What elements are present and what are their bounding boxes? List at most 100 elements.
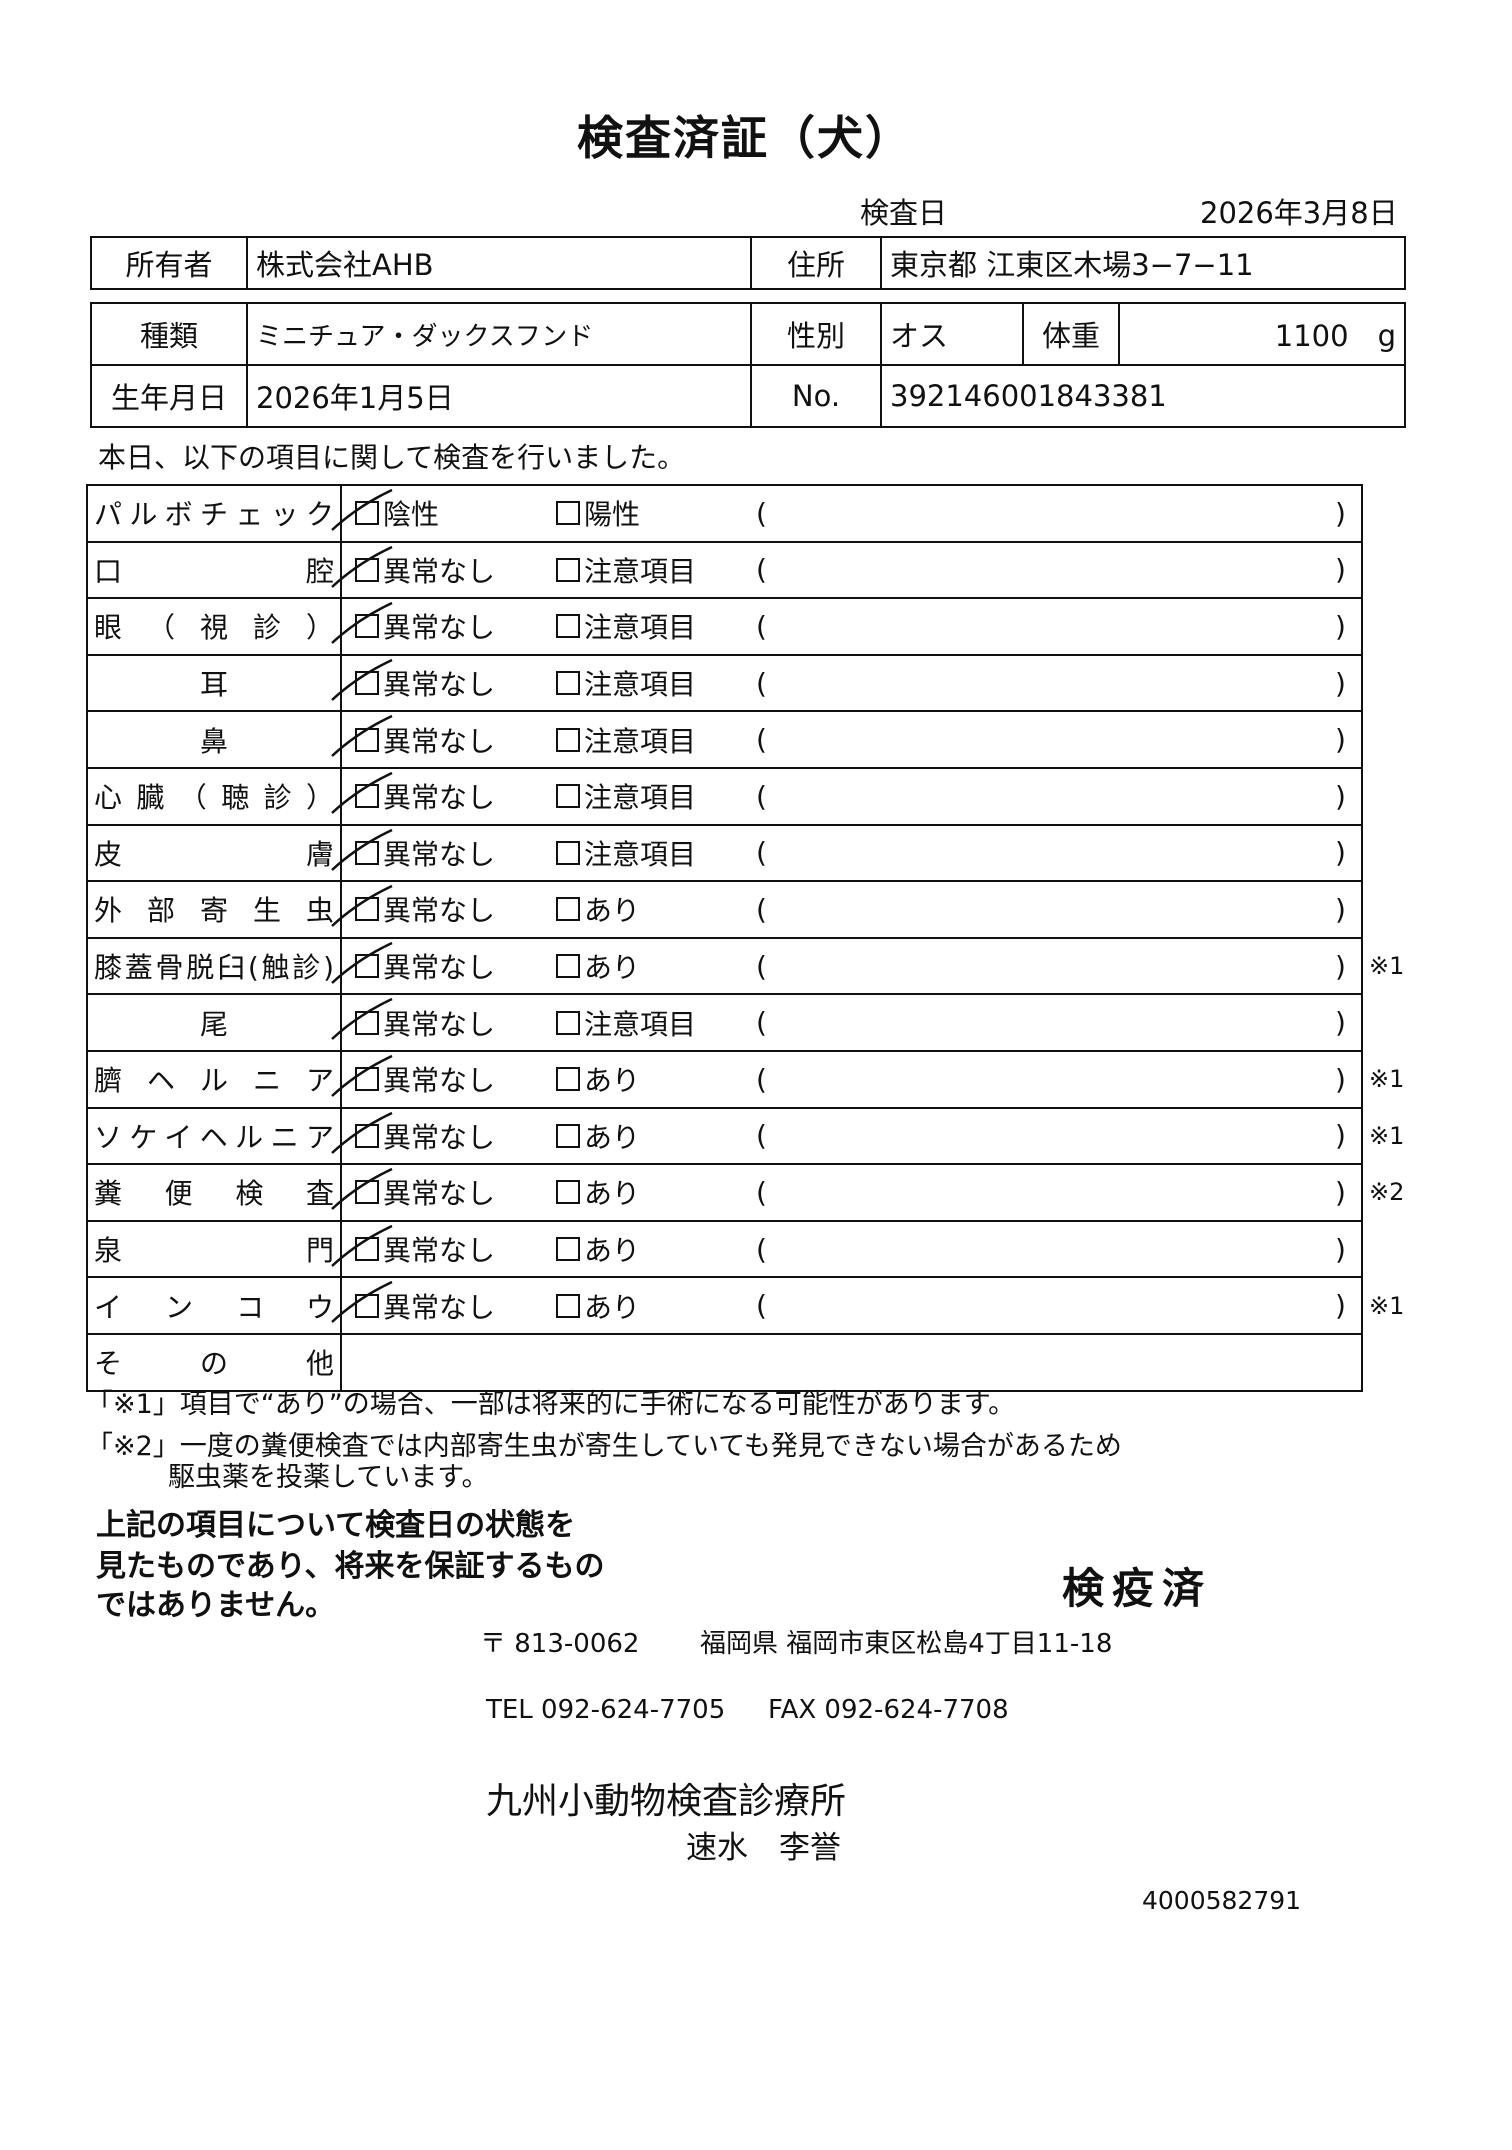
statement-line-3: ではありません。 bbox=[96, 1588, 336, 1623]
checklist-row: 糞便検査 異常なし あり ( ) ※2 bbox=[88, 1165, 1404, 1222]
option-abnormal[interactable]: あり bbox=[556, 1286, 640, 1326]
paren-open: ( bbox=[756, 1289, 767, 1323]
checklist-table: パルボチェック 陰性 陽性 ( ) 口腔 異常なし 注意項目 ( ) 眼（視診）… bbox=[86, 484, 1404, 1392]
option-normal-label: 異常なし bbox=[383, 894, 496, 928]
option-normal-label: 異常なし bbox=[383, 1120, 496, 1154]
checklist-row: 外部寄生虫 異常なし あり ( ) bbox=[88, 882, 1361, 939]
option-abnormal-label: 注意項目 bbox=[584, 611, 697, 645]
item-label-text: 膝蓋骨脱臼(触診) bbox=[94, 951, 334, 985]
checklist-row: 皮膚 異常なし 注意項目 ( ) bbox=[88, 825, 1361, 883]
item-label-text: ソケイヘルニア bbox=[94, 1120, 334, 1154]
option-normal[interactable]: 異常なし bbox=[355, 1229, 495, 1269]
option-abnormal[interactable]: あり bbox=[556, 889, 640, 929]
item-label-text: 心臓（聴診） bbox=[94, 781, 334, 815]
item-label: 糞便検査 bbox=[88, 1165, 342, 1220]
checkbox[interactable] bbox=[556, 614, 580, 639]
check-slash-icon bbox=[331, 602, 393, 645]
option-abnormal[interactable]: あり bbox=[556, 1059, 640, 1099]
check-slash-icon bbox=[331, 1281, 393, 1324]
item-label: 口腔 bbox=[88, 542, 342, 598]
option-abnormal[interactable]: 注意項目 bbox=[556, 833, 696, 873]
checkbox[interactable] bbox=[556, 1010, 580, 1035]
owner-value: 株式会社AHB bbox=[246, 236, 752, 290]
checklist-row-other: その他 bbox=[88, 1334, 1361, 1390]
paren-open: ( bbox=[756, 1232, 767, 1266]
no-value: 392146001843381 bbox=[880, 364, 1406, 428]
weight-label: 体重 bbox=[1022, 302, 1120, 366]
item-label: 耳 bbox=[88, 655, 342, 711]
check-slash-icon bbox=[331, 545, 393, 588]
option-normal[interactable]: 異常なし bbox=[355, 1059, 495, 1099]
checkbox[interactable] bbox=[556, 954, 580, 979]
item-label-text: 鼻 bbox=[199, 724, 228, 758]
option-abnormal[interactable]: 注意項目 bbox=[556, 720, 696, 760]
option-normal-label: 異常なし bbox=[383, 837, 496, 871]
paren-open: ( bbox=[756, 723, 767, 757]
item-label-text: 皮膚 bbox=[94, 837, 334, 871]
option-abnormal[interactable]: 注意項目 bbox=[556, 776, 696, 816]
option-abnormal-label: あり bbox=[584, 1120, 641, 1154]
checkbox[interactable] bbox=[556, 1123, 580, 1148]
checkbox[interactable] bbox=[556, 897, 580, 922]
checkbox[interactable] bbox=[556, 1180, 580, 1205]
checkbox[interactable] bbox=[556, 1067, 580, 1092]
check-slash-icon bbox=[331, 658, 393, 701]
checkbox[interactable] bbox=[556, 671, 580, 696]
paren-close: ) bbox=[1335, 1006, 1346, 1040]
option-normal-label: 異常なし bbox=[383, 611, 496, 645]
option-abnormal[interactable]: あり bbox=[556, 1172, 640, 1212]
exam-date: 2026年3月8日 bbox=[1200, 196, 1398, 230]
checkbox[interactable] bbox=[556, 727, 580, 752]
item-label: 鼻 bbox=[88, 712, 342, 767]
option-abnormal-label: あり bbox=[584, 951, 641, 985]
option-abnormal[interactable]: 注意項目 bbox=[556, 1003, 696, 1043]
clinic-postal: 〒 813-0062 bbox=[480, 1629, 640, 1659]
checklist-row: 口腔 異常なし 注意項目 ( ) bbox=[88, 542, 1361, 600]
option-abnormal-label: あり bbox=[584, 894, 641, 928]
checkbox[interactable] bbox=[556, 840, 580, 865]
paren-close: ) bbox=[1335, 836, 1346, 870]
intro-text: 本日、以下の項目に関して検査を行いました。 bbox=[98, 441, 686, 474]
paren-close: ) bbox=[1335, 1119, 1346, 1153]
option-abnormal[interactable]: 注意項目 bbox=[556, 550, 696, 590]
item-label: 臍ヘルニア bbox=[88, 1051, 342, 1107]
check-slash-icon bbox=[331, 828, 393, 871]
option-abnormal[interactable]: あり bbox=[556, 1116, 640, 1156]
note-2: 「※2」一度の糞便検査では内部寄生虫が寄生していても発見できない場合があるため bbox=[86, 1431, 1122, 1462]
paren-open: ( bbox=[756, 836, 767, 870]
item-label: 皮膚 bbox=[88, 825, 342, 881]
check-slash-icon bbox=[331, 1111, 393, 1154]
option-abnormal[interactable]: 陽性 bbox=[556, 493, 640, 533]
option-normal[interactable]: 異常なし bbox=[355, 946, 495, 986]
option-abnormal[interactable]: あり bbox=[556, 1229, 640, 1269]
inspected-stamp: 検疫済 bbox=[1062, 1564, 1213, 1613]
breed-label: 種類 bbox=[90, 302, 248, 366]
checkbox[interactable] bbox=[556, 501, 580, 526]
option-normal[interactable]: 異常なし bbox=[355, 663, 495, 703]
paren-close: ) bbox=[1335, 666, 1346, 700]
checkbox[interactable] bbox=[556, 1237, 580, 1262]
checkbox[interactable] bbox=[556, 1293, 580, 1318]
check-slash-icon bbox=[331, 771, 393, 814]
option-abnormal[interactable]: 注意項目 bbox=[556, 606, 696, 646]
option-normal[interactable]: 異常なし bbox=[355, 1286, 495, 1326]
option-normal[interactable]: 異常なし bbox=[355, 1116, 495, 1156]
document-number: 4000582791 bbox=[1142, 1886, 1302, 1915]
option-abnormal[interactable]: 注意項目 bbox=[556, 663, 696, 703]
footnote-mark: ※1 bbox=[1369, 1065, 1405, 1094]
option-normal[interactable]: 陰性 bbox=[355, 493, 439, 533]
checkbox[interactable] bbox=[556, 557, 580, 582]
option-normal[interactable]: 異常なし bbox=[355, 606, 495, 646]
checkbox[interactable] bbox=[556, 784, 580, 809]
paren-open: ( bbox=[756, 1119, 767, 1153]
item-label-text: 糞便検査 bbox=[94, 1177, 334, 1211]
option-abnormal-label: 注意項目 bbox=[584, 781, 697, 815]
checklist-row: 耳 異常なし 注意項目 ( ) bbox=[88, 655, 1361, 713]
checklist-row: 眼（視診） 異常なし 注意項目 ( ) bbox=[88, 599, 1361, 656]
option-abnormal-label: あり bbox=[584, 1290, 641, 1324]
option-abnormal[interactable]: あり bbox=[556, 946, 640, 986]
check-slash-icon bbox=[331, 885, 393, 928]
paren-close: ) bbox=[1335, 1232, 1346, 1266]
clinic-tel: TEL 092-624-7705 bbox=[486, 1695, 726, 1725]
paren-close: ) bbox=[1335, 553, 1346, 587]
